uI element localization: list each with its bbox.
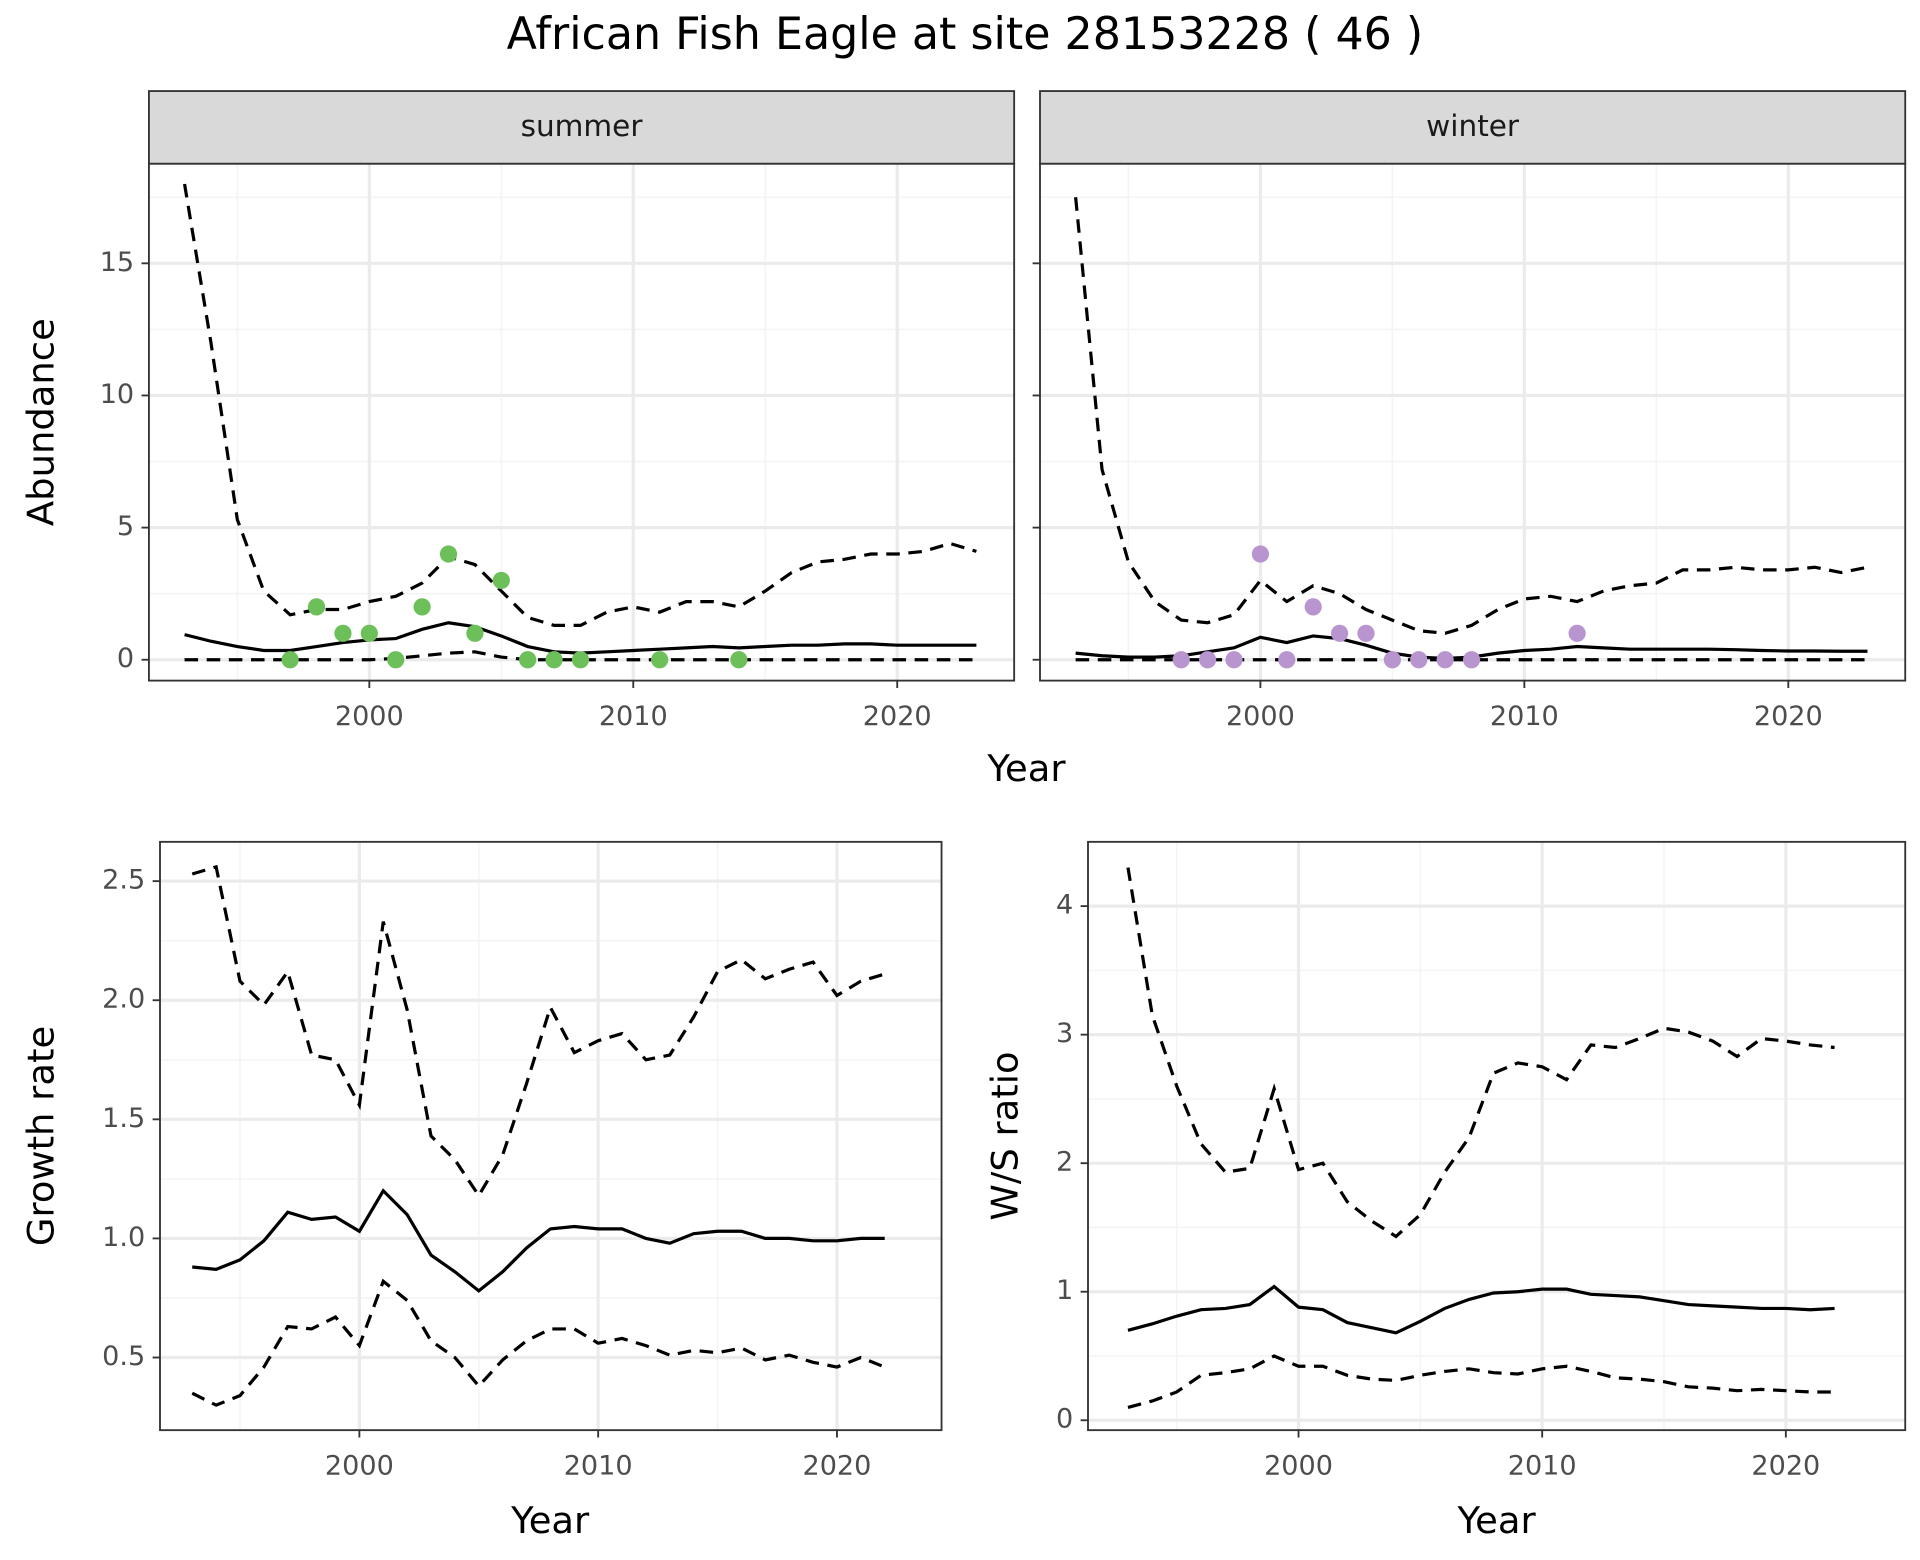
- data-point: [1225, 651, 1243, 669]
- panel-border: [1087, 840, 1907, 1432]
- data-point: [519, 651, 537, 669]
- y-axis-title: Growth rate: [20, 1026, 63, 1246]
- facet-strip: [148, 90, 1016, 165]
- data-point: [334, 624, 352, 642]
- x-tick-label: 2010: [1490, 701, 1559, 732]
- y-tick-label: 4: [1056, 890, 1073, 921]
- y-tick-label: 5: [117, 511, 134, 542]
- x-tick-label: 2000: [1226, 701, 1295, 732]
- series-line: [191, 1278, 886, 1407]
- y-tick-label: 15: [100, 247, 134, 278]
- data-point: [360, 624, 378, 642]
- x-tick-label: 2000: [335, 701, 404, 732]
- y-tick-label: 0: [117, 643, 134, 674]
- data-point: [1251, 545, 1270, 563]
- data-point: [1172, 651, 1190, 669]
- series-line: [192, 1188, 885, 1293]
- x-axis-title: Year: [510, 1499, 590, 1542]
- data-point: [307, 598, 326, 616]
- y-tick-label: 0.5: [102, 1341, 145, 1372]
- data-point: [571, 651, 590, 669]
- x-axis-title: Year: [986, 747, 1066, 790]
- data-point: [281, 651, 299, 669]
- y-tick-label: 2: [1056, 1147, 1073, 1178]
- data-point: [651, 651, 669, 669]
- facet-label: summer: [521, 109, 644, 143]
- y-tick-label: 10: [100, 379, 134, 410]
- data-point: [1278, 651, 1296, 669]
- y-tick-label: 2.5: [102, 865, 145, 896]
- facet-label: winter: [1426, 109, 1520, 143]
- data-point: [466, 624, 484, 642]
- series-line: [1127, 1354, 1835, 1409]
- data-point: [439, 545, 458, 563]
- y-tick-label: 2.0: [102, 984, 145, 1015]
- x-tick-label: 2020: [803, 1451, 872, 1482]
- x-axis-title: Year: [1457, 1499, 1537, 1542]
- y-axis-title: Abundance: [20, 318, 63, 526]
- panel-background: [1088, 841, 1906, 1431]
- x-tick-label: 2020: [863, 701, 932, 732]
- data-point: [1568, 624, 1586, 642]
- series-line: [1126, 867, 1835, 1239]
- y-tick-label: 1: [1056, 1275, 1073, 1306]
- x-tick-label: 2020: [1751, 1451, 1820, 1482]
- data-point: [1436, 651, 1454, 669]
- x-tick-label: 2000: [325, 1451, 394, 1482]
- x-tick-label: 2010: [599, 701, 668, 732]
- data-point: [1383, 651, 1401, 669]
- y-tick-label: 3: [1056, 1018, 1073, 1049]
- x-tick-label: 2000: [1264, 1451, 1333, 1482]
- y-axis-title: W/S ratio: [983, 1051, 1026, 1220]
- x-tick-label: 2010: [1508, 1451, 1577, 1482]
- data-point: [1198, 651, 1217, 669]
- data-point: [545, 651, 563, 669]
- data-point: [387, 651, 405, 669]
- panel-border: [159, 840, 943, 1432]
- facet-strip: [1039, 90, 1907, 165]
- x-tick-label: 2020: [1754, 701, 1823, 732]
- panel-background: [148, 163, 1015, 681]
- data-point: [492, 571, 510, 590]
- data-point: [730, 651, 748, 669]
- y-tick-label: 1.5: [102, 1103, 145, 1134]
- data-point: [1304, 598, 1322, 616]
- x-tick-label: 2010: [564, 1451, 633, 1482]
- chart-title: African Fish Eagle at site 28153228 ( 46…: [507, 9, 1424, 60]
- series-line: [191, 864, 886, 1199]
- series-line: [1127, 1284, 1835, 1335]
- series-line: [1074, 197, 1868, 635]
- data-point: [1357, 624, 1375, 642]
- data-point: [413, 598, 431, 616]
- y-tick-label: 0: [1056, 1404, 1073, 1435]
- y-tick-label: 1.0: [102, 1222, 145, 1253]
- data-point: [1410, 651, 1428, 669]
- data-point: [1462, 651, 1481, 669]
- data-point: [1330, 624, 1349, 642]
- panel-background: [1040, 163, 1906, 681]
